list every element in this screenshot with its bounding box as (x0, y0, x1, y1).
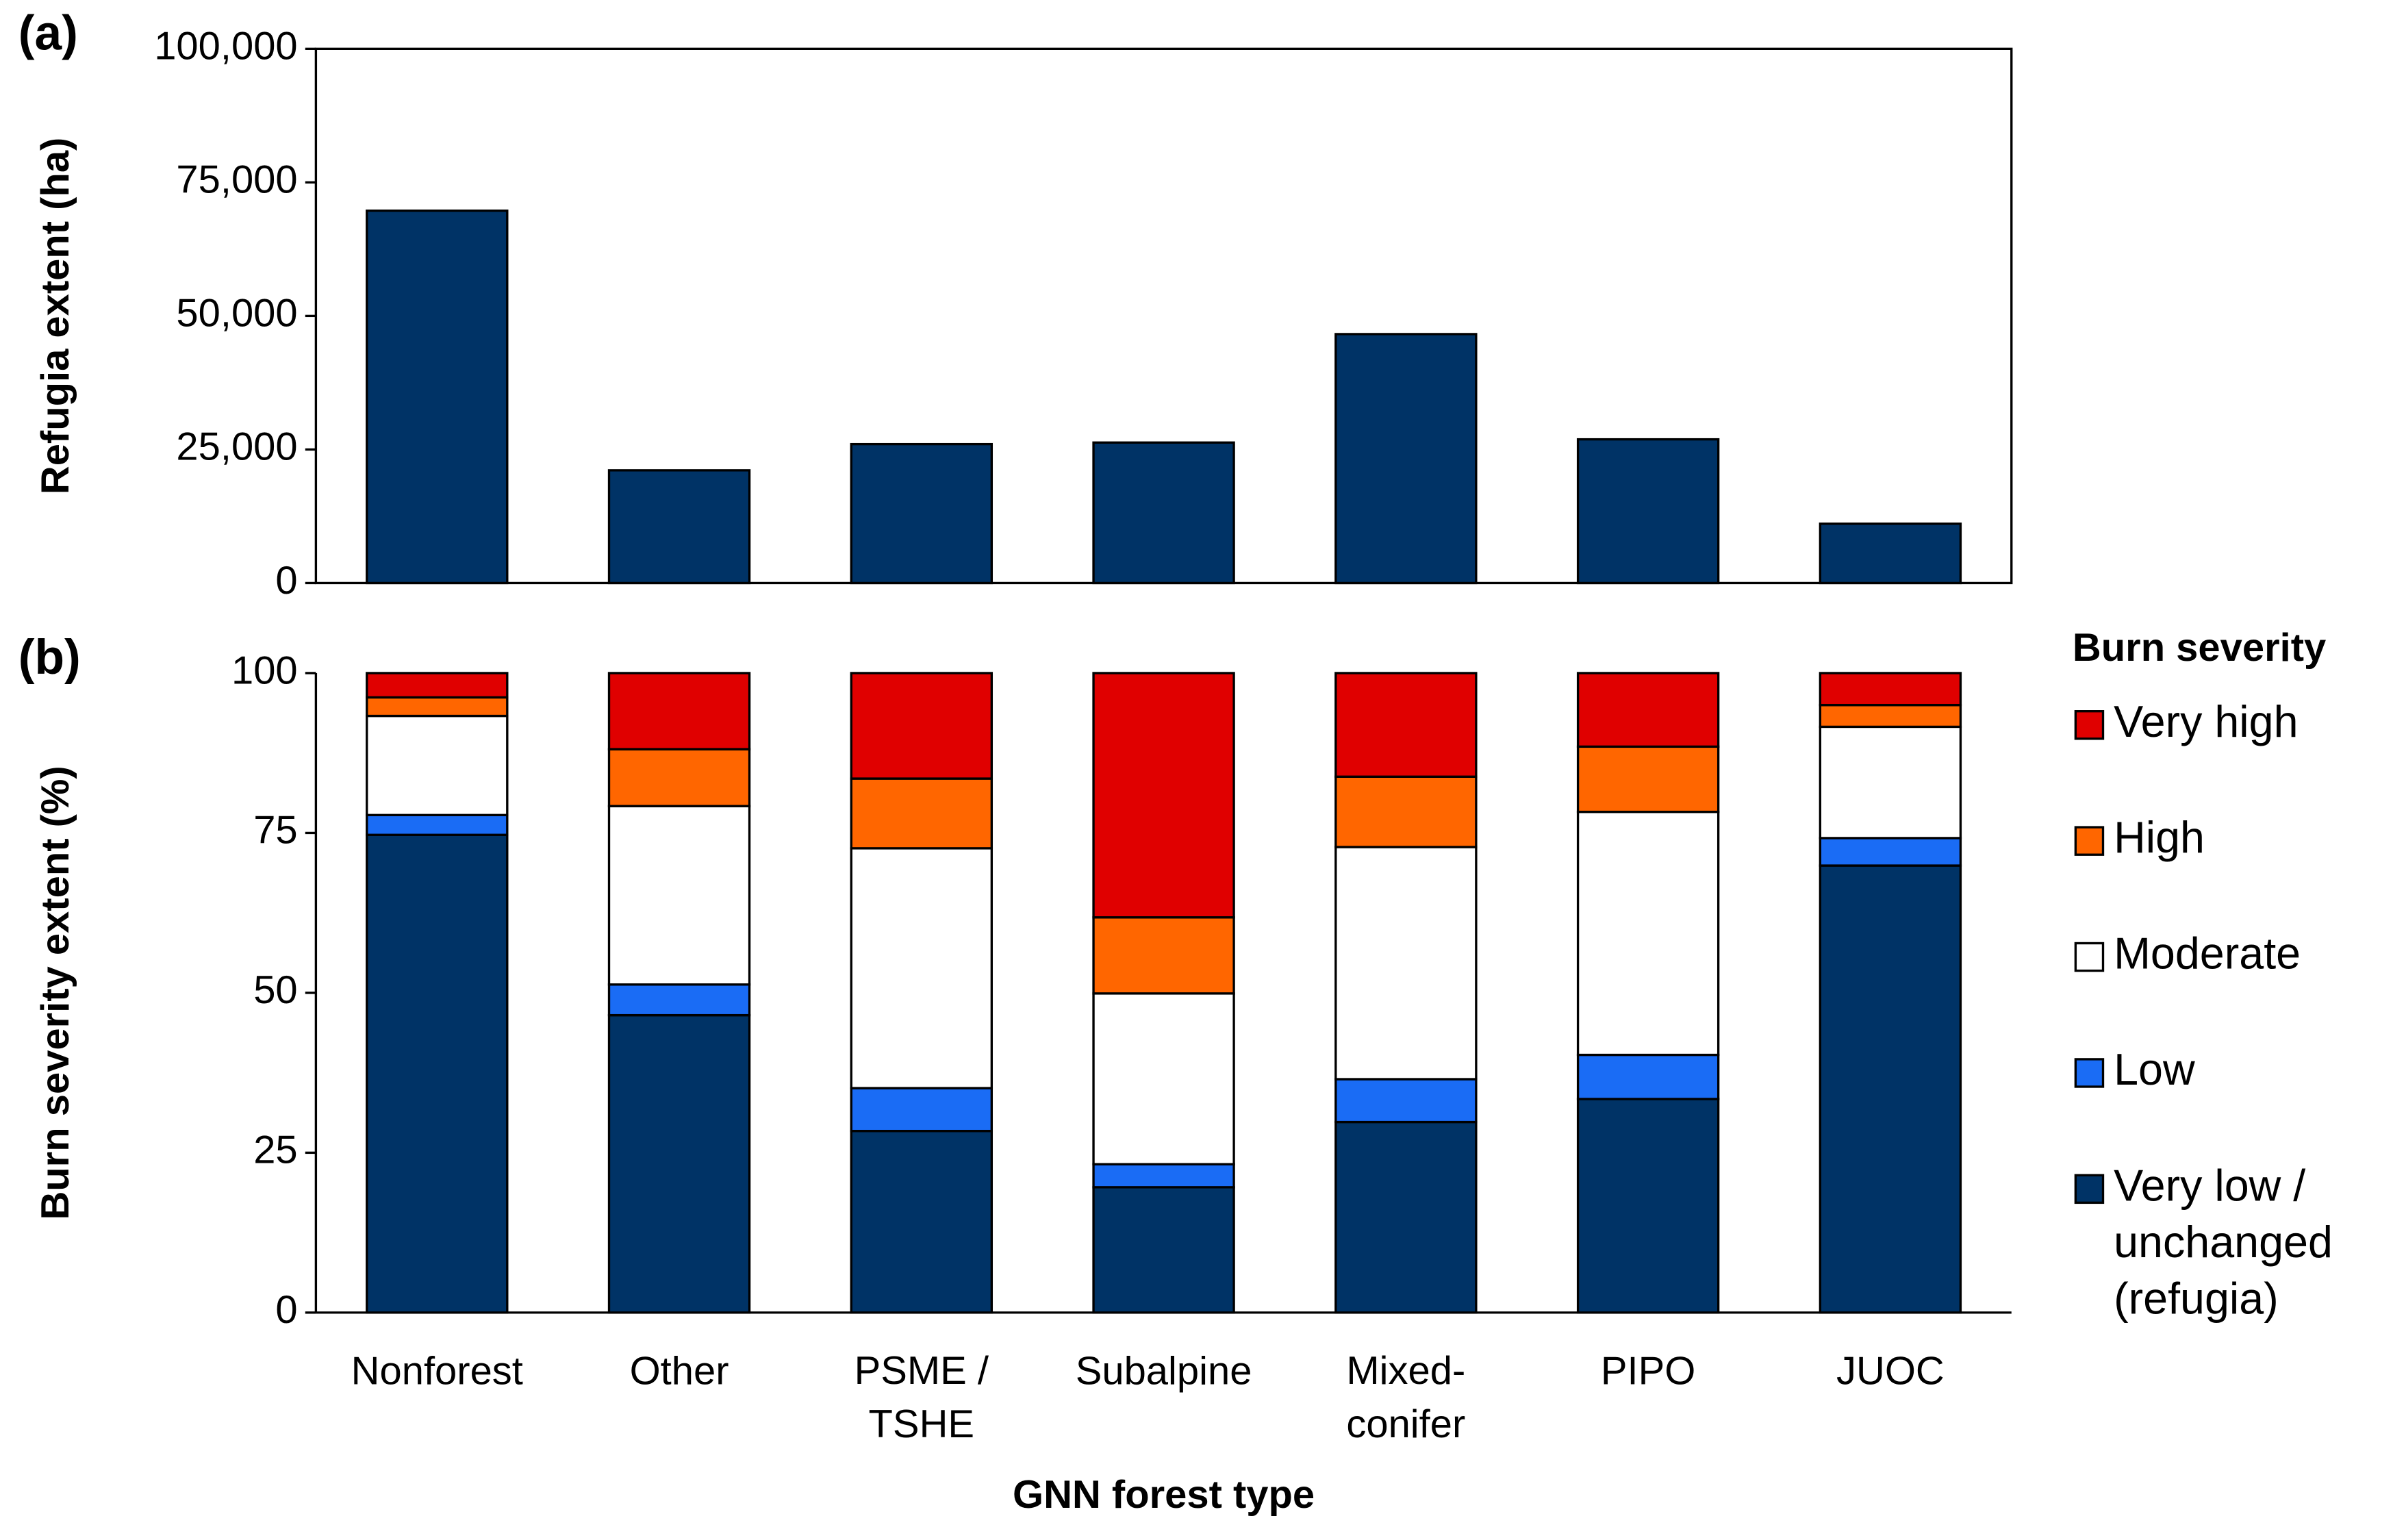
x-tick-label: Nonforest (351, 1349, 523, 1393)
bar-segment (850, 672, 993, 780)
y-axis-title: Refugia extent (ha) (34, 138, 77, 494)
bar-segment (366, 813, 509, 836)
bar-segment (1092, 1186, 1235, 1314)
y-tick-label: 0 (275, 559, 297, 603)
y-tick-label: 75,000 (176, 158, 297, 202)
bar-segment (1334, 846, 1478, 1081)
y-tick-label: 25,000 (176, 425, 297, 469)
y-tick-label: 100 (231, 648, 298, 692)
x-tick-label: JUOC (1836, 1349, 1945, 1393)
x-tick-label: Other (630, 1349, 729, 1393)
legend-swatch (2074, 1058, 2105, 1088)
bar (1092, 441, 1235, 585)
y-tick-label: 25 (253, 1128, 297, 1172)
bar (607, 469, 751, 585)
bar-segment (1334, 1120, 1478, 1314)
panel-label: (b) (18, 630, 81, 685)
x-tick-label: Mixed-conifer (1346, 1349, 1465, 1446)
bar-segment (607, 672, 751, 750)
bar (1334, 333, 1478, 585)
legend-swatch (2074, 826, 2105, 856)
bar-segment (850, 847, 993, 1089)
bar-segment (1092, 916, 1235, 995)
bar-segment (1819, 837, 1962, 867)
bar-segment (1819, 703, 1962, 729)
bar-segment (366, 672, 509, 699)
bar-segment (607, 1013, 751, 1314)
y-tick-label: 50 (253, 968, 297, 1012)
bar-segment (1334, 1078, 1478, 1124)
bar-segment (1576, 810, 1720, 1057)
bar-segment (1092, 1163, 1235, 1189)
legend-label: Low (2114, 1044, 2195, 1094)
x-tick-label: PSME / TSHE (854, 1349, 989, 1446)
bar-segment (607, 748, 751, 807)
bar-segment (1576, 672, 1720, 748)
legend-label: Very high (2114, 696, 2298, 746)
legend-swatch (2074, 710, 2105, 740)
legend-label: Moderate (2114, 929, 2301, 979)
x-tick-label: Subalpine (1076, 1349, 1252, 1393)
bar-segment (850, 1087, 993, 1133)
bar (1819, 522, 1962, 585)
y-axis-title: Burn severity extent (%) (34, 766, 77, 1220)
bar-segment (366, 714, 509, 816)
bar-segment (1819, 725, 1962, 840)
bar-segment (1576, 745, 1720, 813)
bar-segment (607, 983, 751, 1017)
bar (850, 442, 993, 585)
legend-label: Very low / unchanged (refugia) (2114, 1160, 2333, 1323)
bar-segment (1334, 672, 1478, 778)
bar-segment (366, 696, 509, 718)
y-tick-label: 0 (275, 1288, 297, 1332)
legend-title: Burn severity (2073, 626, 2326, 670)
legend-swatch (2074, 1174, 2105, 1204)
bar-segment (1819, 672, 1962, 707)
panel-label: (a) (18, 5, 78, 60)
bar-segment (1576, 1098, 1720, 1314)
bar (1576, 438, 1720, 585)
bar (366, 210, 509, 585)
bar-segment (366, 833, 509, 1314)
y-tick-label: 100,000 (154, 25, 297, 68)
x-tick-label: PIPO (1601, 1349, 1695, 1393)
x-axis-title: GNN forest type (1013, 1473, 1315, 1517)
bar-segment (1576, 1053, 1720, 1100)
bar-segment (1092, 672, 1235, 919)
y-tick-label: 75 (253, 809, 297, 853)
legend-label: High (2114, 812, 2205, 862)
legend-swatch (2074, 942, 2105, 972)
bar-segment (607, 805, 751, 986)
bar-segment (850, 1129, 993, 1314)
y-tick-label: 50,000 (176, 292, 297, 336)
bar-segment (1334, 775, 1478, 848)
bar-segment (850, 777, 993, 850)
bar-segment (1819, 864, 1962, 1314)
bar-segment (1092, 992, 1235, 1165)
